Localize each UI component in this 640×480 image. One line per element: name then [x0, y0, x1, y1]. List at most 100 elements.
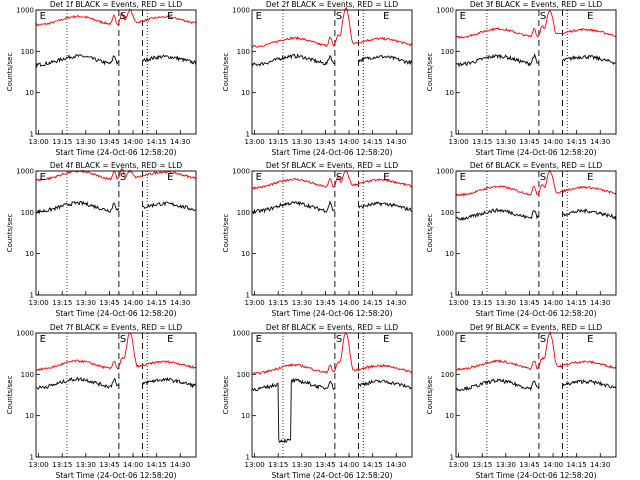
- lld-series-line: [35, 8, 196, 27]
- x-tick-label: 14:00: [543, 299, 563, 307]
- y-tick-label: 10: [25, 250, 34, 258]
- y-tick-label: 100: [441, 371, 454, 379]
- events-series-line: [35, 200, 196, 215]
- events-series-line: [35, 376, 197, 390]
- x-tick-label: 13:15: [268, 299, 288, 307]
- y-tick-label: 100: [237, 48, 250, 56]
- marker-letter: S: [540, 11, 546, 22]
- x-tick-label: 13:15: [52, 138, 72, 146]
- x-tick-label: 13:15: [472, 138, 492, 146]
- x-tick-label: 14:30: [386, 299, 406, 307]
- x-tick-label: 13:45: [519, 138, 539, 146]
- y-axis-label: Counts/sec: [6, 376, 14, 415]
- x-tick-label: 14:15: [363, 138, 383, 146]
- x-tick-label: 14:00: [543, 138, 563, 146]
- marker-letter: E: [256, 334, 262, 345]
- plot-frame: [251, 332, 413, 458]
- chart-panel: Det 2f BLACK = Events, RED = LLD Counts/s…: [222, 0, 413, 157]
- marker-letter: E: [167, 334, 173, 345]
- chart-panel: Det 3f BLACK = Events, RED = LLD Counts/s…: [426, 0, 617, 157]
- marker-letter: E: [383, 172, 389, 183]
- marker-letter: E: [256, 172, 262, 183]
- x-tick-label: 14:30: [590, 461, 610, 469]
- x-tick-label: 13:45: [99, 299, 119, 307]
- y-tick-label: 1: [450, 131, 454, 139]
- lld-series-line: [455, 331, 617, 371]
- x-tick-label: 14:00: [543, 461, 563, 469]
- marker-letter: E: [256, 11, 262, 22]
- lld-series-line: [251, 169, 413, 190]
- x-tick-label: 14:15: [567, 138, 587, 146]
- y-tick-label: 10: [445, 412, 454, 420]
- y-tick-label: 100: [237, 209, 250, 217]
- lld-series-line: [251, 331, 413, 375]
- marker-letter: S: [336, 11, 342, 22]
- y-tick-label: 1: [450, 454, 454, 462]
- x-tick-label: 13:30: [76, 461, 96, 469]
- y-tick-label: 10: [241, 250, 250, 258]
- events-series-line: [455, 53, 616, 68]
- y-tick-label: 1000: [436, 330, 454, 338]
- x-axis-label: Start Time (24-Oct-06 12:58:20): [271, 148, 392, 157]
- x-tick-label: 14:30: [386, 138, 406, 146]
- marker-letter: S: [120, 11, 126, 22]
- x-tick-label: 13:15: [268, 138, 288, 146]
- x-tick-label: 13:15: [52, 299, 72, 307]
- panel-title: Det 3f BLACK = Events, RED = LLD: [470, 0, 603, 9]
- panel-title: Det 9f BLACK = Events, RED = LLD: [470, 323, 603, 332]
- x-axis-label: Start Time (24-Oct-06 12:58:20): [475, 309, 596, 318]
- marker-letter: E: [40, 334, 46, 345]
- marker-letter: E: [383, 334, 389, 345]
- x-tick-label: 13:45: [99, 138, 119, 146]
- events-series-line: [251, 53, 413, 67]
- marker-letter: S: [540, 334, 546, 345]
- events-series-line: [251, 378, 412, 444]
- x-tick-label: 14:30: [590, 299, 610, 307]
- x-tick-label: 14:15: [147, 138, 167, 146]
- lld-series-line: [455, 169, 617, 197]
- x-tick-label: 14:15: [567, 299, 587, 307]
- y-axis-label: Counts/sec: [426, 53, 434, 92]
- y-tick-label: 10: [25, 412, 34, 420]
- y-axis-label: Counts/sec: [222, 214, 230, 253]
- y-tick-label: 1: [30, 454, 34, 462]
- plot-frame: [35, 332, 197, 458]
- marker-letter: E: [40, 11, 46, 22]
- x-tick-label: 13:00: [29, 461, 49, 469]
- x-tick-label: 13:15: [268, 461, 288, 469]
- panel-title: Det 5f BLACK = Events, RED = LLD: [266, 161, 399, 170]
- plot-frame: [35, 9, 197, 135]
- x-tick-label: 14:00: [123, 299, 143, 307]
- x-tick-label: 14:30: [386, 461, 406, 469]
- x-tick-label: 14:00: [339, 461, 359, 469]
- panel-title: Det 7f BLACK = Events, RED = LLD: [50, 323, 183, 332]
- events-series-line: [251, 200, 413, 215]
- x-tick-label: 13:30: [292, 138, 312, 146]
- x-tick-label: 14:15: [567, 461, 587, 469]
- lld-series-line: [35, 332, 196, 372]
- plot-frame: [455, 332, 617, 458]
- y-tick-label: 100: [21, 48, 34, 56]
- chart-panel: Det 7f BLACK = Events, RED = LLD Counts/s…: [6, 323, 197, 480]
- y-axis-label: Counts/sec: [426, 214, 434, 253]
- y-tick-label: 10: [445, 89, 454, 97]
- x-tick-label: 13:00: [449, 299, 469, 307]
- marker-letter: S: [336, 172, 342, 183]
- marker-letter: E: [383, 11, 389, 22]
- y-tick-label: 1000: [436, 168, 454, 176]
- x-tick-label: 13:00: [245, 138, 265, 146]
- x-tick-label: 13:00: [449, 138, 469, 146]
- y-tick-label: 1: [246, 131, 250, 139]
- plot-frame: [251, 170, 413, 296]
- y-tick-label: 1000: [16, 7, 34, 15]
- chart-panel: Det 6f BLACK = Events, RED = LLD Counts/s…: [426, 161, 617, 318]
- x-tick-label: 13:45: [519, 461, 539, 469]
- x-tick-label: 13:30: [496, 138, 516, 146]
- y-tick-label: 1: [246, 454, 250, 462]
- x-tick-label: 13:30: [292, 299, 312, 307]
- x-tick-label: 13:15: [472, 461, 492, 469]
- x-tick-label: 13:00: [29, 299, 49, 307]
- y-tick-label: 1: [450, 292, 454, 300]
- x-tick-label: 14:15: [147, 461, 167, 469]
